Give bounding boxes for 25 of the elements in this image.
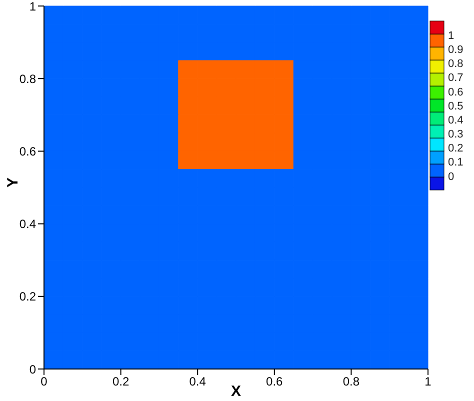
y-tick-label: 0.6 — [19, 144, 36, 158]
y-axis-title: Y — [4, 177, 22, 188]
x-tick-label: 0.4 — [189, 374, 206, 389]
y-tick-label: 0.8 — [19, 72, 36, 86]
x-tick-label: 0.8 — [342, 374, 360, 389]
color-bar-label: 0.5 — [448, 100, 464, 112]
x-tick-label: 1 — [424, 374, 432, 389]
y-tick-label: 0.4 — [19, 217, 36, 232]
color-bar-label: 0.9 — [448, 44, 464, 56]
color-bar-label: 0.4 — [448, 114, 464, 126]
color-bar-label: 0.2 — [448, 142, 464, 155]
color-bar-label: 0.7 — [448, 72, 464, 84]
color-bar-label: 0.3 — [448, 128, 464, 141]
x-tick-label: 0.6 — [266, 374, 284, 389]
y-tick-label: 0.2 — [19, 290, 36, 304]
y-tick-label: 0 — [29, 362, 36, 376]
x-axis-title: X — [230, 383, 242, 400]
color-bar-label: 0.6 — [448, 86, 464, 98]
color-bar-label: 0 — [448, 170, 454, 183]
x-tick-label: 0 — [40, 374, 48, 389]
color-bar-label: 1 — [448, 30, 454, 42]
color-bar-label: 0.8 — [448, 58, 464, 70]
x-tick-label: 0.2 — [112, 374, 130, 389]
color-bar-label: 0.1 — [448, 156, 464, 169]
y-tick-label: 1 — [29, 0, 36, 14]
